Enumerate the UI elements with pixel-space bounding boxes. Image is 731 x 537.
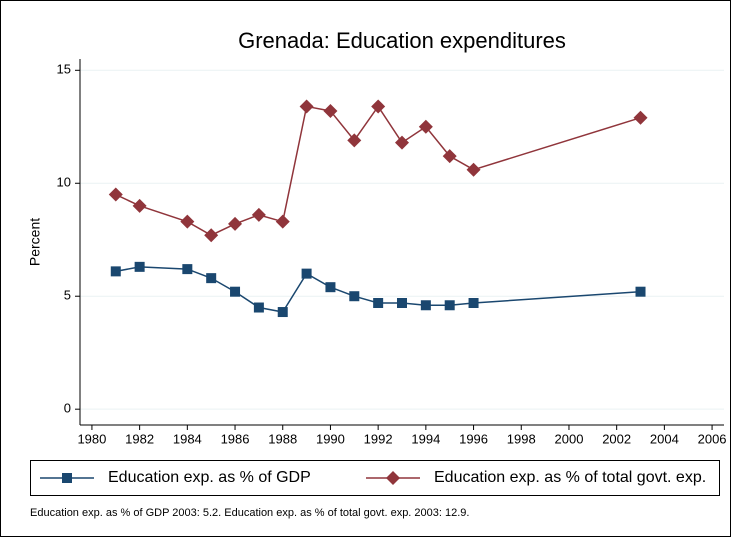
- marker: [299, 99, 314, 114]
- marker: [251, 207, 266, 222]
- marker: [347, 133, 362, 148]
- chart-title: Grenada: Education expenditures: [238, 28, 566, 53]
- legend-marker: [386, 471, 400, 485]
- x-tick-label: 2000: [555, 431, 584, 446]
- marker: [253, 302, 264, 313]
- marker: [108, 187, 123, 202]
- marker: [397, 298, 407, 308]
- marker: [110, 266, 121, 277]
- legend-marker: [62, 473, 72, 483]
- y-axis-label: Percent: [27, 218, 43, 266]
- marker: [180, 214, 195, 229]
- marker: [230, 286, 241, 297]
- x-tick-label: 1998: [507, 431, 536, 446]
- marker: [301, 268, 312, 279]
- marker: [349, 291, 360, 302]
- marker: [418, 119, 433, 134]
- series-line: [115, 105, 641, 237]
- x-tick-label: 1990: [316, 431, 345, 446]
- series-line: [115, 266, 641, 313]
- y-tick-label: 10: [57, 175, 71, 190]
- x-tick-label: 1988: [268, 431, 297, 446]
- x-tick-label: 1994: [411, 431, 440, 446]
- marker: [420, 300, 431, 311]
- note: Education exp. as % of GDP 2003: 5.2. Ed…: [30, 507, 469, 519]
- marker: [325, 282, 336, 293]
- marker: [371, 99, 386, 114]
- marker: [182, 264, 193, 275]
- x-tick-label: 1986: [221, 431, 250, 446]
- marker: [228, 216, 243, 231]
- marker: [468, 298, 479, 308]
- y-tick-label: 15: [57, 62, 71, 77]
- marker: [466, 162, 481, 177]
- marker: [134, 261, 145, 272]
- x-tick-label: 1996: [459, 431, 488, 446]
- x-tick-label: 1992: [364, 431, 393, 446]
- legend-label: Education exp. as % of total govt. exp.: [434, 469, 706, 486]
- y-tick-label: 5: [64, 288, 71, 303]
- x-tick-label: 1984: [173, 431, 202, 446]
- marker: [323, 103, 338, 118]
- marker: [132, 198, 147, 213]
- marker: [444, 300, 455, 311]
- marker: [275, 214, 290, 229]
- x-tick-label: 2006: [698, 431, 727, 446]
- x-tick-label: 2002: [602, 431, 631, 446]
- marker: [373, 298, 384, 308]
- legend-label: Education exp. as % of GDP: [108, 469, 311, 486]
- marker: [204, 228, 219, 243]
- x-tick-label: 2004: [650, 431, 679, 446]
- marker: [635, 286, 646, 297]
- marker: [206, 273, 217, 284]
- x-tick-label: 1980: [77, 431, 106, 446]
- marker: [395, 135, 409, 150]
- marker: [633, 110, 648, 125]
- x-tick-label: 1982: [125, 431, 154, 446]
- y-tick-label: 0: [64, 401, 71, 416]
- marker: [277, 307, 288, 318]
- marker: [442, 149, 457, 164]
